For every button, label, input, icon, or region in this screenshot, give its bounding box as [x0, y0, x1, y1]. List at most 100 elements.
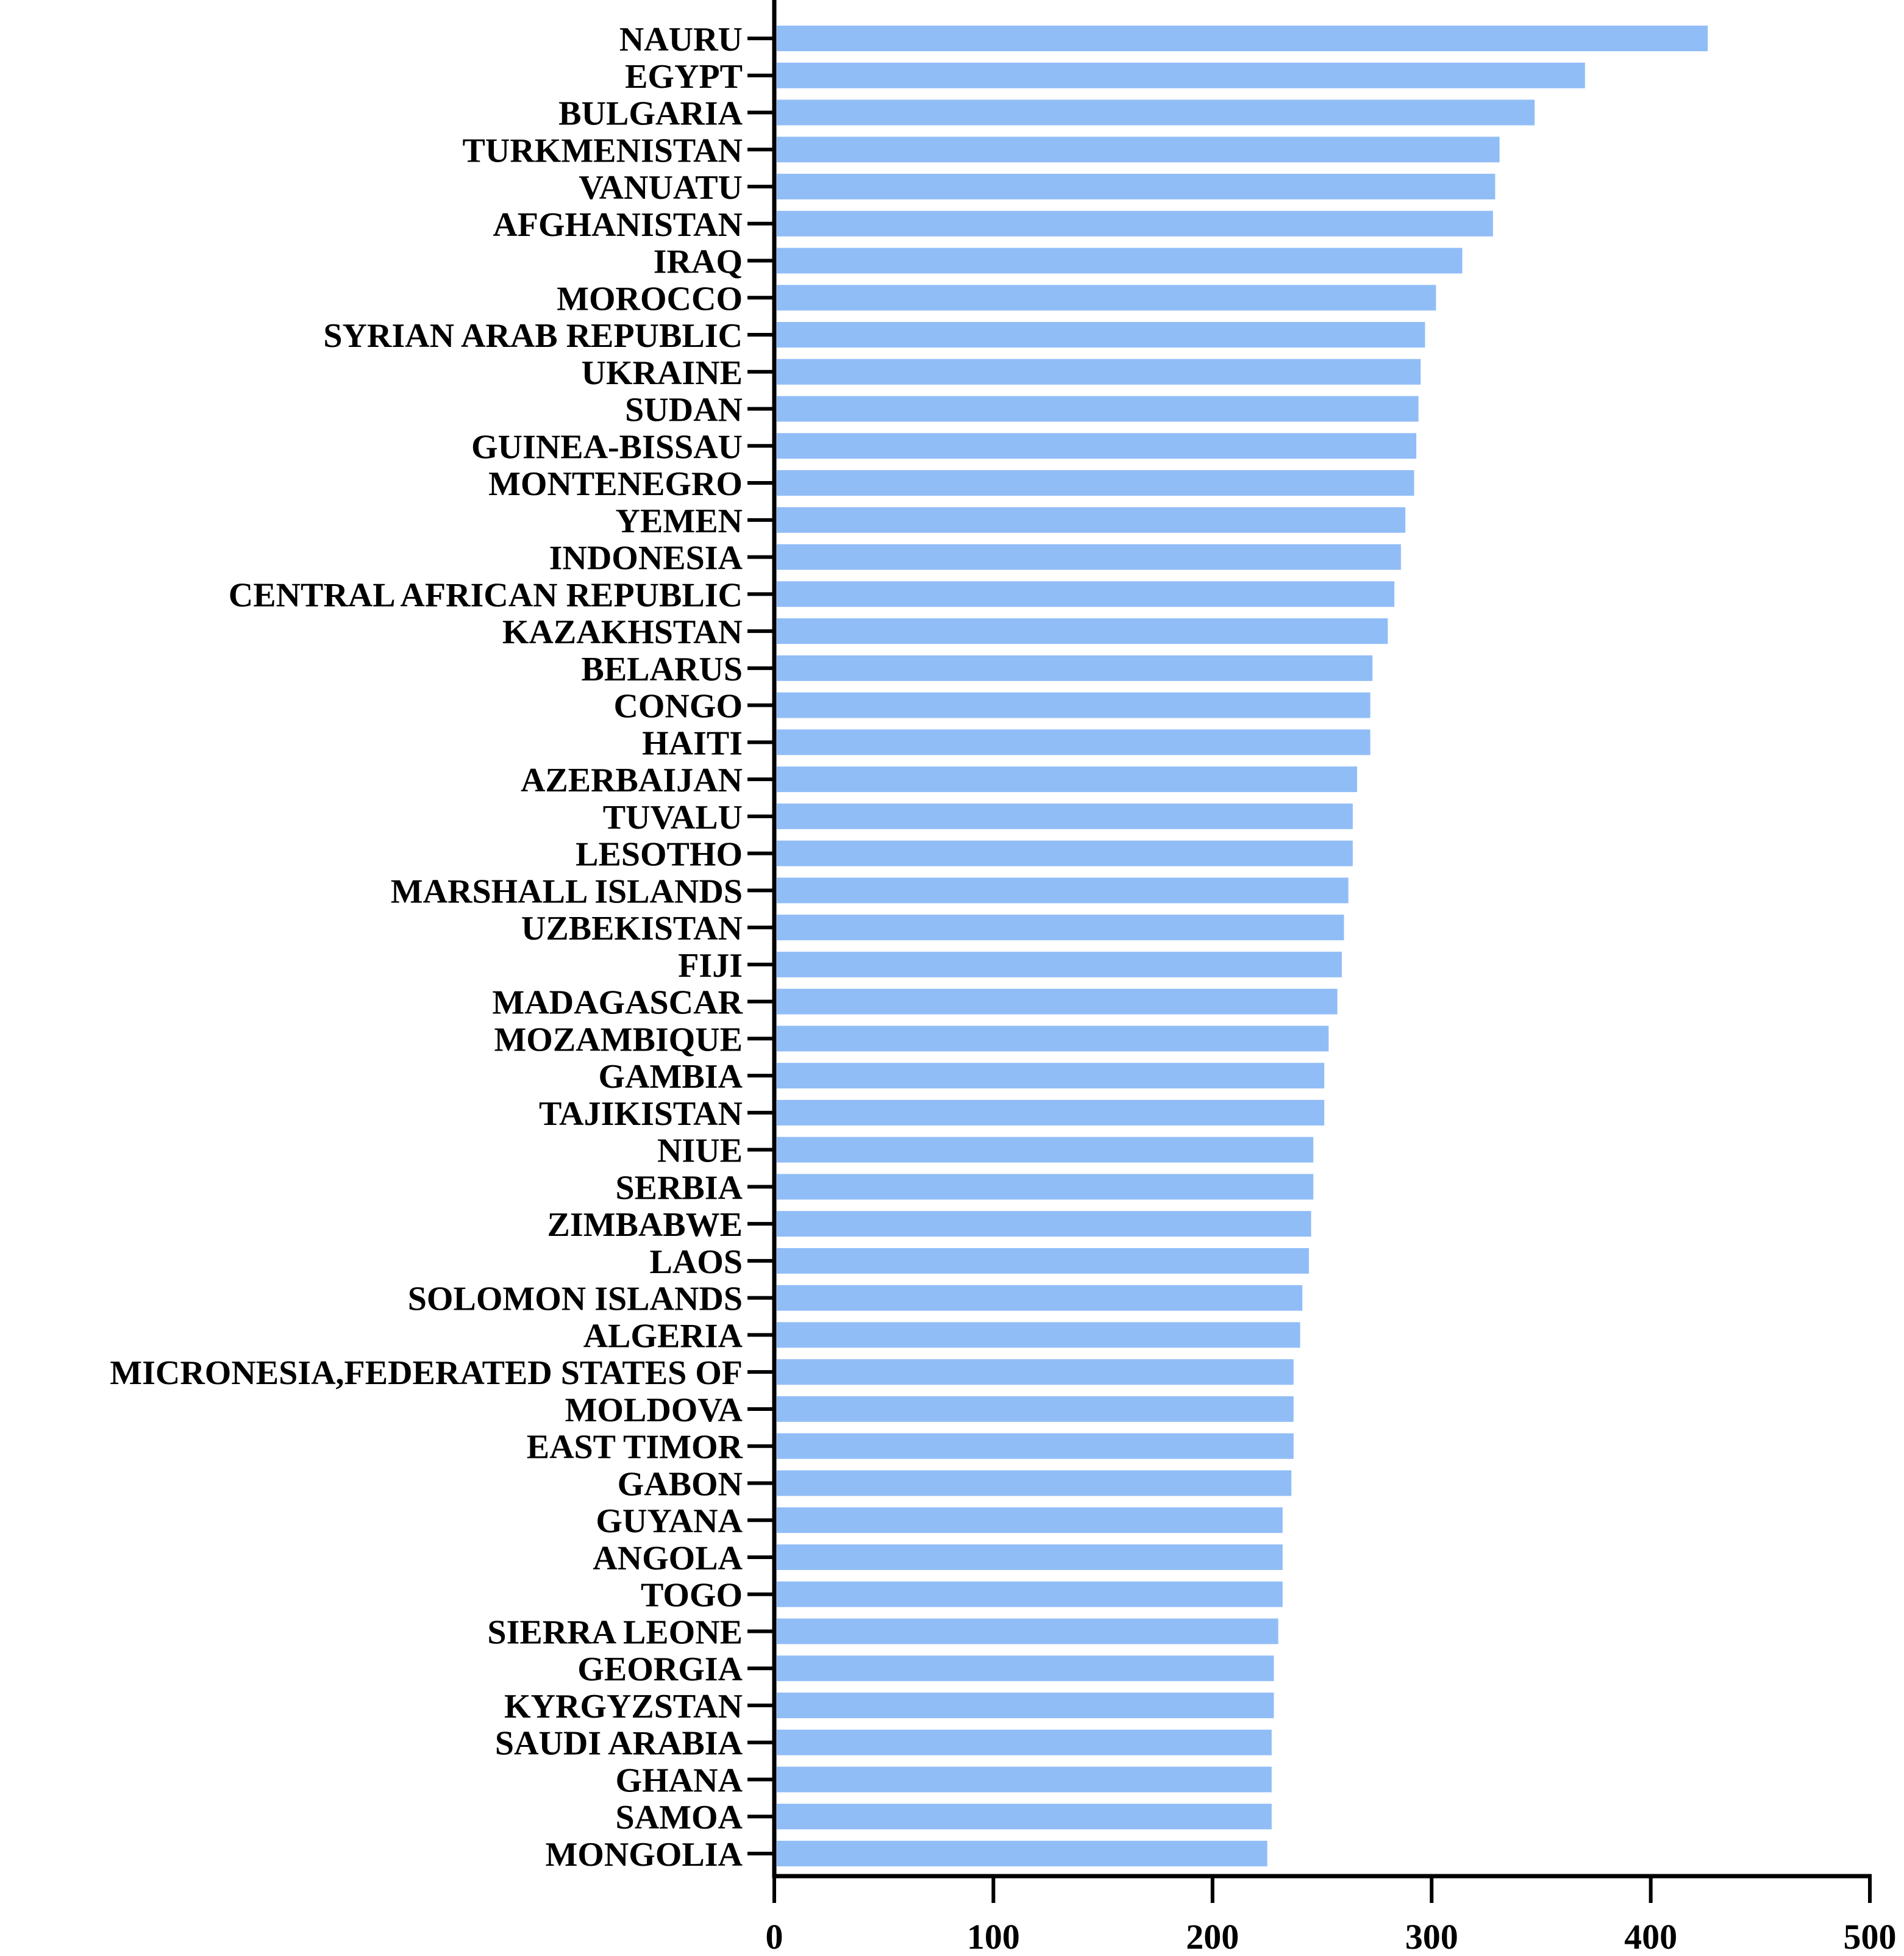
bar	[777, 1655, 1274, 1682]
x-tick-label: 300	[1405, 1917, 1458, 1956]
bar	[777, 1026, 1329, 1052]
category-label: CONGO	[613, 688, 743, 726]
category-label: UZBEKISTAN	[521, 910, 743, 948]
category-label: KYRGYZSTAN	[504, 1688, 743, 1726]
category-label: AZERBAIJAN	[521, 762, 743, 799]
bar	[777, 1285, 1303, 1311]
category-label: MARSHALL ISLANDS	[391, 873, 743, 910]
bar	[777, 322, 1425, 348]
bar	[777, 1433, 1294, 1459]
bar	[777, 1063, 1325, 1089]
category-label: IRAQ	[654, 243, 743, 281]
bar	[777, 877, 1349, 904]
bar	[777, 1581, 1283, 1607]
bar	[777, 137, 1500, 163]
bar	[777, 1618, 1278, 1644]
bar	[777, 766, 1357, 793]
category-label: MONGOLIA	[545, 1836, 743, 1874]
category-label: GHANA	[616, 1761, 743, 1799]
bar	[777, 210, 1493, 237]
category-label: CENTRAL AFRICAN REPUBLIC	[229, 576, 743, 614]
bar	[777, 1692, 1274, 1718]
bars-layer	[777, 26, 1708, 1866]
category-label: UKRAINE	[582, 354, 743, 392]
category-label: TURKMENISTAN	[463, 132, 743, 170]
category-label: ALGERIA	[583, 1317, 743, 1355]
bar	[777, 1099, 1325, 1126]
category-label: NAURU	[619, 21, 743, 59]
category-label: EGYPT	[625, 58, 743, 96]
bar	[777, 692, 1371, 718]
category-label: MICRONESIA,FEDERATED STATES OF	[110, 1354, 743, 1392]
bar	[777, 803, 1353, 829]
axes-layer	[747, 0, 1872, 1903]
bar	[777, 1211, 1311, 1237]
bar	[777, 1544, 1283, 1570]
category-label: MOZAMBIQUE	[494, 1021, 743, 1058]
bar	[777, 1804, 1272, 1830]
category-label: TOGO	[641, 1577, 743, 1615]
category-label: SUDAN	[625, 391, 743, 429]
bar	[777, 99, 1535, 126]
category-label: SIERRA LEONE	[487, 1613, 743, 1651]
category-label: TUVALU	[603, 799, 743, 837]
x-tick-label: 0	[766, 1917, 783, 1956]
category-label: MONTENEGRO	[488, 465, 743, 503]
bar	[777, 174, 1496, 200]
category-label: GUYANA	[596, 1502, 743, 1540]
category-label: ZIMBABWE	[547, 1206, 743, 1244]
category-label: GABON	[618, 1465, 743, 1503]
category-label: YEMEN	[616, 502, 743, 540]
bar	[777, 359, 1421, 385]
category-label: MADAGASCAR	[492, 984, 743, 1022]
category-label: SOLOMON ISLANDS	[408, 1280, 743, 1318]
category-label: SERBIA	[615, 1169, 743, 1207]
bar	[777, 1729, 1272, 1755]
bar	[777, 1507, 1283, 1533]
bar	[777, 1322, 1300, 1348]
bar	[777, 1766, 1272, 1793]
category-label: FIJI	[678, 947, 743, 985]
category-label: AFGHANISTAN	[493, 206, 743, 244]
category-label: SYRIAN ARAB REPUBLIC	[323, 317, 743, 355]
category-label: KAZAKHSTAN	[502, 613, 743, 651]
bar	[777, 655, 1373, 681]
category-label: BULGARIA	[558, 95, 743, 133]
bar	[777, 470, 1414, 496]
category-label: ANGOLA	[593, 1540, 743, 1577]
category-label: EAST TIMOR	[527, 1429, 743, 1466]
category-label: GEORGIA	[577, 1651, 743, 1688]
bar	[777, 1137, 1314, 1163]
bar	[777, 248, 1463, 274]
category-label: MOROCCO	[557, 280, 743, 318]
category-label: INDONESIA	[549, 540, 743, 577]
category-label: SAMOA	[616, 1799, 743, 1836]
bar	[777, 581, 1395, 607]
bar	[777, 988, 1338, 1015]
bar	[777, 62, 1585, 88]
category-label: SAUDI ARABIA	[495, 1725, 743, 1763]
category-label: TAJIKISTAN	[539, 1095, 743, 1133]
x-tick-label: 100	[967, 1917, 1020, 1956]
category-label: LAOS	[650, 1243, 743, 1281]
bar	[777, 1396, 1294, 1422]
bar	[777, 396, 1419, 422]
bar	[777, 26, 1708, 51]
bar	[777, 951, 1342, 977]
category-label: NIUE	[657, 1132, 743, 1170]
x-tick-label: 200	[1186, 1917, 1239, 1956]
bar	[777, 285, 1436, 311]
bar	[777, 618, 1388, 644]
category-label: VANUATU	[579, 169, 743, 207]
category-label: GUINEA-BISSAU	[471, 428, 743, 466]
bar	[777, 1841, 1268, 1866]
bar	[777, 507, 1406, 533]
bar	[777, 729, 1371, 755]
labels-layer: NAURUEGYPTBULGARIATURKMENISTANVANUATUAFG…	[110, 21, 1896, 1956]
bar	[777, 915, 1344, 941]
x-tick-label: 400	[1624, 1917, 1677, 1956]
x-tick-label: 500	[1844, 1917, 1897, 1956]
category-label: HAITI	[642, 724, 743, 762]
